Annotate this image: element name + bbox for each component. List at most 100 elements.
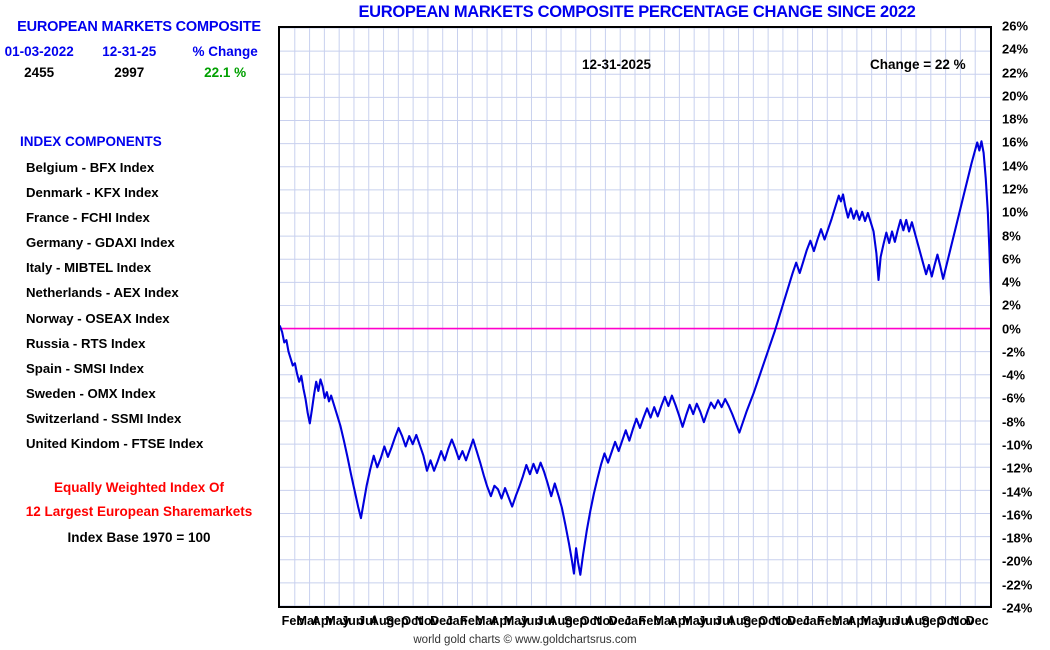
- summary-value-end: 2997: [114, 65, 145, 80]
- x-axis-labels: Feb Mar Apr May Jun Jul Aug Sep Oct Nov Dec Jan Feb M…: [278, 610, 992, 634]
- x-axis-tick-label: Mar: [653, 614, 676, 628]
- y-axis-tick-label: 14%: [1002, 158, 1029, 174]
- index-components-list: Belgium - BFX Index Denmark - KFX Index Fr…: [26, 155, 276, 456]
- x-axis-tick-label: Feb: [281, 614, 305, 628]
- x-axis-tick-label: Sep: [563, 614, 588, 628]
- x-axis-tick-label: Oct: [758, 614, 780, 628]
- x-axis-tick-label: Nov: [771, 614, 796, 628]
- x-axis-tick-label: May: [325, 614, 350, 628]
- chart-area: EUROPEAN MARKETS COMPOSITE PERCENTAGE CH…: [278, 0, 1050, 650]
- y-axis-tick-label: -24%: [1002, 600, 1033, 616]
- x-axis-tick-label: Jun: [519, 614, 543, 628]
- component-item: Belgium - BFX Index: [26, 160, 155, 175]
- footer-credit: world gold charts © www.goldchartsrus.co…: [413, 634, 637, 646]
- x-axis-tick-label: Nov: [950, 614, 975, 628]
- y-axis-tick-label: -4%: [1002, 367, 1026, 383]
- component-item: France - FCHI Index: [26, 210, 150, 226]
- component-item: Netherlands - AEX Index: [26, 285, 179, 301]
- y-axis-tick-label: -8%: [1002, 414, 1026, 430]
- x-axis-tick-label: Apr: [311, 614, 334, 628]
- x-axis-tick-label: Dec: [608, 614, 632, 628]
- plot-region[interactable]: 12-31-2025 Change = 22 %: [278, 26, 992, 608]
- x-axis-tick-label: Oct: [579, 614, 601, 628]
- x-axis-tick-label: Jul: [358, 614, 377, 628]
- x-axis-tick-label: Mar: [475, 614, 498, 628]
- component-item: Spain - SMSI Index: [26, 360, 144, 376]
- component-item: Sweden - OMX Index: [26, 385, 156, 401]
- y-axis-tick-label: 0%: [1002, 321, 1021, 337]
- component-item: Switzerland - SSMI Index: [26, 410, 182, 426]
- y-axis-tick-label: -16%: [1002, 507, 1033, 523]
- x-axis-tick-label: Aug: [548, 614, 573, 628]
- note-index-base: Index Base 1970 = 100: [67, 530, 211, 545]
- summary-header-row: 01-03-2022 12-31-25 % Change: [0, 41, 278, 62]
- x-axis-tick-label: Apr: [490, 614, 512, 628]
- x-axis-tick-label: Dec: [787, 614, 811, 628]
- index-components-title: INDEX COMPONENTS: [20, 134, 162, 149]
- x-axis-tick-label: Apr: [847, 614, 869, 628]
- x-axis-tick-label: Sep: [742, 614, 766, 628]
- x-axis-tick-label: Nov: [414, 614, 439, 628]
- summary-header-pct-change: % Change: [192, 44, 258, 59]
- x-axis-tick-label: May: [682, 614, 707, 628]
- as-of-date-label: 12-31-2025: [582, 57, 652, 72]
- y-axis-tick-label: 24%: [1002, 41, 1029, 57]
- component-item: Denmark - KFX Index: [26, 185, 159, 201]
- y-axis-tick-label: 16%: [1002, 134, 1029, 150]
- change-summary-label: Change = 22 %: [870, 57, 966, 72]
- x-axis-tick-label: Aug: [726, 614, 752, 628]
- summary-header-start-date: 01-03-2022: [4, 44, 74, 59]
- x-axis-tick-label: Jul: [536, 614, 555, 628]
- component-item: United Kindom - FTSE Index: [26, 436, 204, 452]
- y-axis-tick-label: 18%: [1002, 111, 1029, 127]
- grid-vertical-lines: [294, 28, 976, 606]
- grid-horizontal-lines: [280, 28, 990, 606]
- x-axis-tick-label: Jun: [698, 614, 721, 628]
- x-axis-tick-label: Sep: [920, 614, 945, 628]
- component-item: Germany - GDAXI Index: [26, 235, 175, 251]
- x-axis-tick-label: Jun: [876, 614, 900, 628]
- x-axis-tick-label: Apr: [668, 614, 691, 628]
- x-axis-tick-label: Jul: [715, 614, 734, 628]
- x-axis-tick-label: Jun: [341, 614, 364, 628]
- x-axis-tick-label: Aug: [905, 614, 930, 628]
- chart-title: EUROPEAN MARKETS COMPOSITE PERCENTAGE CH…: [358, 3, 916, 21]
- price-series-line: [280, 140, 990, 576]
- left-info-panel: EUROPEAN MARKETS COMPOSITE 01-03-2022 12…: [0, 0, 278, 650]
- note-largest-sharemarkets: 12 Largest European Sharemarkets: [25, 504, 253, 519]
- y-axis-tick-label: 10%: [1002, 204, 1029, 220]
- y-axis-tick-label: 20%: [1002, 88, 1029, 104]
- y-axis-tick-label: -2%: [1002, 344, 1026, 360]
- y-axis-tick-label: -10%: [1002, 437, 1033, 453]
- x-axis-tick-label: Jan: [624, 614, 646, 628]
- y-axis-tick-label: 4%: [1002, 274, 1021, 290]
- x-axis-tick-label: Mar: [832, 614, 855, 628]
- y-axis-tick-label: -12%: [1002, 460, 1033, 476]
- x-axis-tick-label: Jan: [445, 614, 468, 628]
- x-axis-tick-label: May: [503, 614, 529, 628]
- summary-table: 01-03-2022 12-31-25 % Change 2455 2997 2…: [0, 41, 278, 83]
- x-axis-tick-label: Mar: [296, 614, 319, 628]
- y-axis-tick-label: -20%: [1002, 553, 1033, 569]
- note-equally-weighted: Equally Weighted Index Of: [53, 480, 225, 495]
- y-axis-labels: 26% 24% 22% 20% 18% 16% 14% 12% 10% 8% 6% 4% 2% 0% -2%…: [996, 19, 1050, 616]
- summary-header-end-date: 12-31-25: [102, 44, 157, 59]
- y-axis-tick-label: -14%: [1002, 484, 1033, 500]
- x-axis-tick-label: Feb: [817, 614, 840, 628]
- summary-value-row: 2455 2997 22.1 %: [0, 62, 278, 83]
- x-axis-tick-label: Sep: [385, 614, 409, 628]
- y-axis-tick-label: 8%: [1002, 228, 1021, 244]
- x-axis-tick-label: Feb: [638, 614, 662, 628]
- panel-title: EUROPEAN MARKETS COMPOSITE: [17, 19, 261, 35]
- y-axis-tick-label: 6%: [1002, 251, 1021, 267]
- component-item: Italy - MIBTEL Index: [26, 260, 152, 276]
- x-axis-tick-label: May: [860, 614, 886, 628]
- x-axis-tick-label: Oct: [401, 614, 423, 628]
- x-axis-tick-label: Nov: [593, 614, 618, 628]
- x-axis-tick-label: Jul: [893, 614, 912, 628]
- y-axis-tick-label: 22%: [1002, 65, 1029, 81]
- y-axis-tick-label: -6%: [1002, 390, 1026, 406]
- y-axis-tick-label: -22%: [1002, 577, 1033, 593]
- summary-value-start: 2455: [24, 65, 55, 80]
